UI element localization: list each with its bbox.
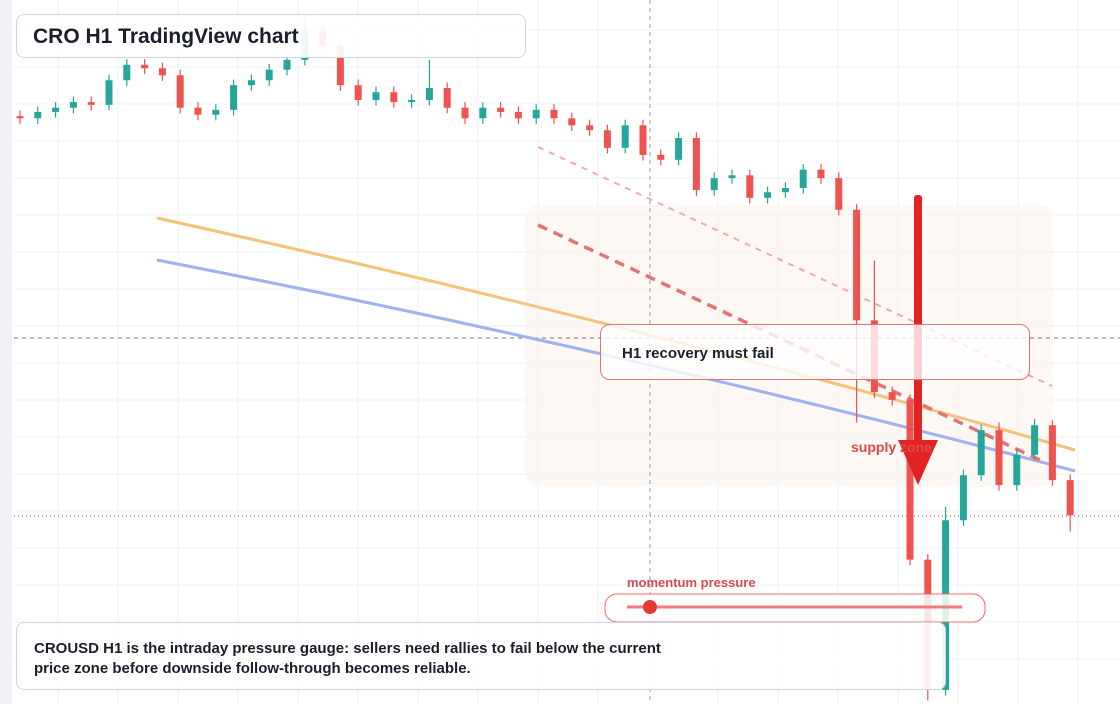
candle-body (675, 137, 683, 160)
candle-body (835, 178, 843, 210)
candle-body (479, 107, 487, 119)
candle-body (728, 175, 736, 179)
candle-body (888, 392, 896, 400)
candle-body (354, 85, 362, 100)
candle-body (621, 125, 629, 148)
candle-body (959, 475, 967, 521)
candle-body (390, 92, 398, 103)
candle-body (176, 75, 184, 108)
candle-body (746, 175, 754, 198)
candle-body (283, 59, 291, 70)
candle-body (639, 125, 647, 155)
candle-body (425, 88, 433, 100)
candle-body (781, 187, 789, 193)
candle-body (87, 102, 95, 105)
candle-body (799, 169, 807, 188)
candle-body (764, 192, 772, 198)
candle-body (710, 178, 718, 191)
candle-body (52, 107, 60, 112)
candle-body (692, 137, 700, 191)
candle-body (16, 116, 24, 119)
candle-body (1048, 425, 1056, 481)
candle-body (461, 107, 469, 119)
caption-card: CROUSD H1 is the intraday pressure gauge… (16, 622, 946, 690)
arrow-head (898, 440, 938, 485)
candle-body (1066, 480, 1074, 516)
candle-body (657, 154, 665, 160)
left-edge (0, 0, 12, 704)
candle-body (603, 130, 611, 148)
candle-body (532, 109, 540, 119)
arrow-shaft (914, 195, 922, 450)
candle-body (194, 107, 202, 115)
candle-body (158, 68, 166, 76)
candle-body (408, 99, 416, 103)
candle-body (105, 80, 113, 105)
candle-body (568, 118, 576, 126)
title-card: CRO H1 TradingView chart (16, 14, 526, 58)
candle-body (443, 88, 451, 108)
candle-body (977, 430, 985, 476)
candle-body (336, 45, 344, 86)
candle-body (817, 169, 825, 179)
caption: CROUSD H1 is the intraday pressure gauge… (34, 640, 661, 677)
candle-body (230, 85, 238, 110)
candle-body (995, 430, 1003, 486)
candle-body (514, 111, 522, 119)
candle-body (497, 107, 505, 112)
candle-body (586, 125, 594, 131)
candle-body (853, 209, 861, 321)
candle-body (34, 111, 42, 119)
gauge-knob (643, 600, 657, 614)
candle-body (141, 64, 149, 69)
zone-label: H1 recovery must fail (622, 345, 774, 362)
gauge-label: momentum pressure (627, 575, 756, 590)
chart-title: CRO H1 TradingView chart (33, 25, 299, 48)
candle-body (123, 64, 131, 81)
candle-body (906, 399, 914, 560)
candle-body (265, 69, 273, 81)
candle-body (212, 109, 220, 115)
candle-body (372, 92, 380, 100)
zone-card: H1 recovery must fail (600, 324, 1030, 380)
candle-body (1031, 425, 1039, 455)
candle-body (247, 80, 255, 86)
candle-body (69, 102, 77, 108)
candle-body (550, 109, 558, 119)
candle-body (1013, 454, 1021, 486)
supply-label: supply zone (851, 439, 932, 455)
